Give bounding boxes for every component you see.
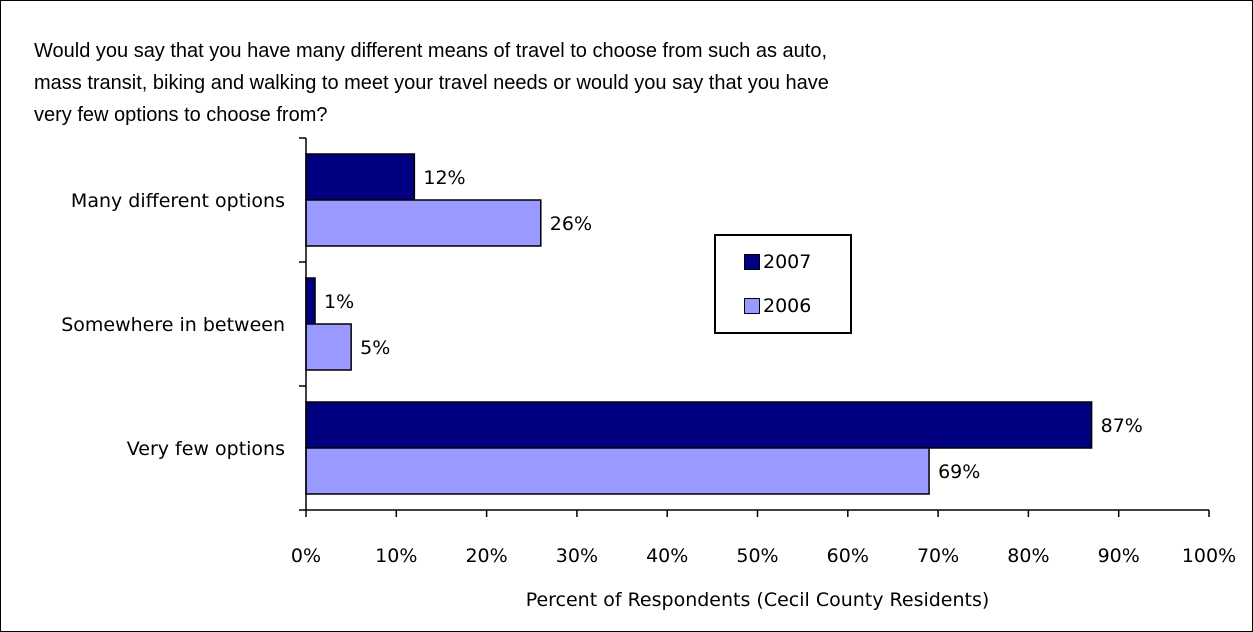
- value-label-2006-2: 69%: [938, 461, 980, 483]
- value-label-2006-1: 5%: [360, 337, 390, 359]
- legend: 2007 2006: [714, 234, 852, 334]
- legend-item-2006: 2006: [744, 294, 811, 318]
- category-label-1: Somewhere in between: [61, 314, 285, 336]
- legend-item-2007: 2007: [744, 250, 811, 274]
- x-axis-label: Percent of Respondents (Cecil County Res…: [526, 589, 990, 611]
- x-tick-label-1: 10%: [375, 545, 417, 567]
- x-tick-label-3: 30%: [556, 545, 598, 567]
- x-tick-label-6: 60%: [827, 545, 869, 567]
- legend-swatch-2006: [744, 298, 760, 314]
- legend-swatch-2007: [744, 254, 760, 270]
- bar-2007-2: [305, 401, 1093, 449]
- bar-2006-1: [305, 323, 352, 371]
- legend-label-2007: 2007: [763, 251, 812, 273]
- bar-2006-0: [305, 199, 542, 247]
- x-tick-label-4: 40%: [646, 545, 688, 567]
- value-label-2007-2: 87%: [1101, 415, 1143, 437]
- x-tick-label-0: 0%: [291, 545, 321, 567]
- x-tick-label-2: 20%: [465, 545, 507, 567]
- chart-title: Would you say that you have many differe…: [34, 40, 829, 126]
- x-tick-label-8: 80%: [1007, 545, 1049, 567]
- value-label-2007-1: 1%: [324, 291, 354, 313]
- bar-2007-0: [305, 153, 416, 201]
- bar-2006-2: [305, 447, 930, 495]
- value-label-2006-0: 26%: [550, 213, 592, 235]
- bar-2007-1: [305, 277, 316, 325]
- category-label-2: Very few options: [127, 438, 285, 460]
- x-tick-label-10: 100%: [1182, 545, 1236, 567]
- value-label-2007-0: 12%: [423, 167, 465, 189]
- x-tick-label-5: 50%: [736, 545, 778, 567]
- legend-label-2006: 2006: [763, 295, 812, 317]
- x-tick-label-7: 70%: [917, 545, 959, 567]
- category-label-0: Many different options: [71, 190, 285, 212]
- x-tick-label-9: 90%: [1098, 545, 1140, 567]
